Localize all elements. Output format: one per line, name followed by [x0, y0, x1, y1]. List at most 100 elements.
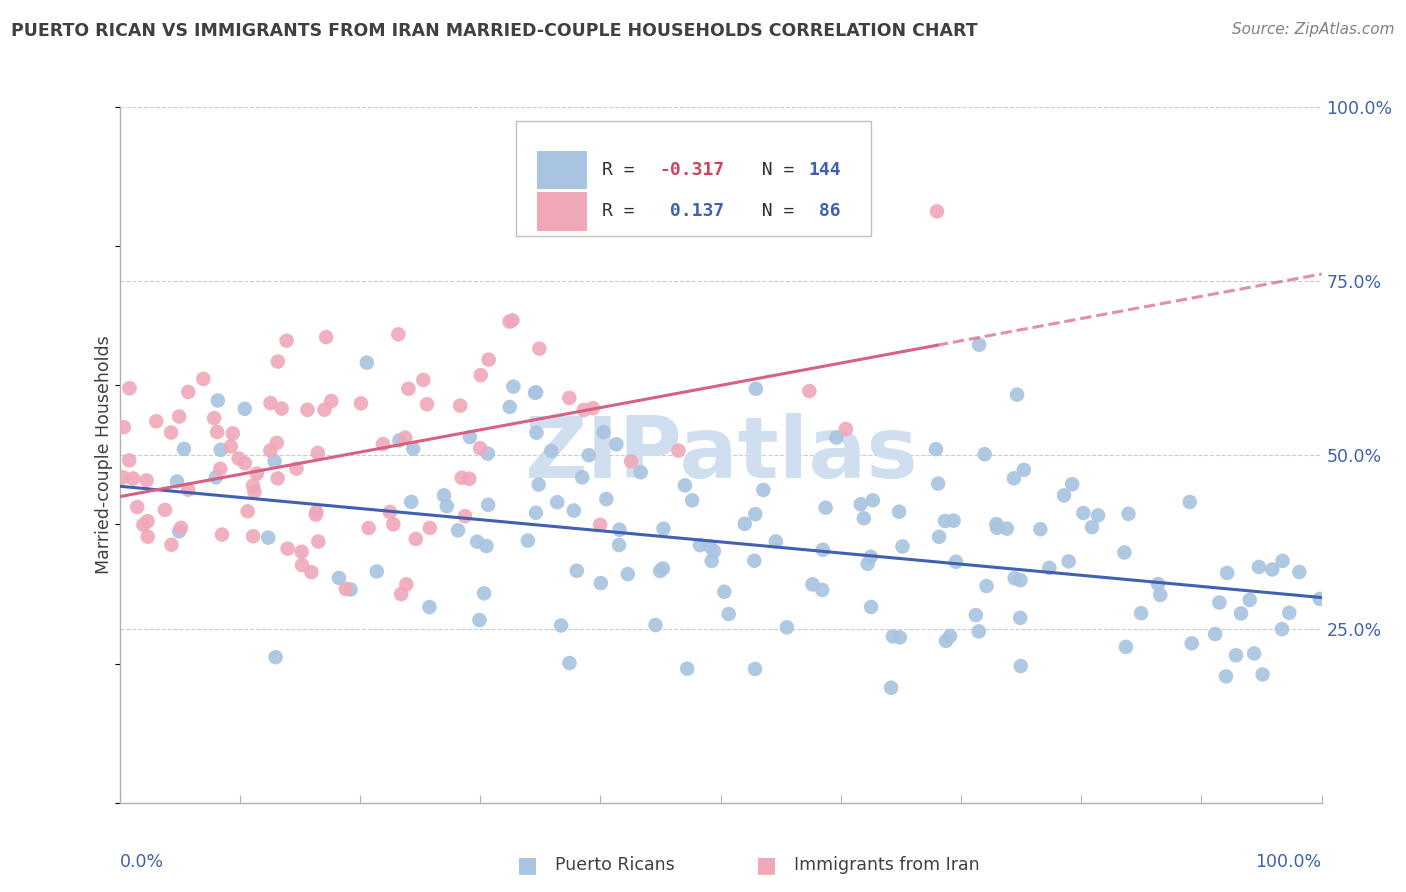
Point — [243, 484, 266, 499]
Point — [475, 539, 498, 553]
Point — [257, 531, 280, 545]
Point — [399, 495, 422, 509]
Point — [314, 402, 336, 417]
Point — [305, 508, 328, 522]
Point — [405, 532, 427, 546]
Point — [1230, 607, 1253, 621]
Point — [465, 534, 488, 549]
Point — [335, 582, 357, 596]
Point — [307, 446, 329, 460]
Point — [1271, 554, 1294, 568]
Text: 0.0%: 0.0% — [120, 853, 163, 871]
Point — [607, 538, 630, 552]
Point — [394, 431, 416, 445]
Point — [478, 352, 501, 367]
Y-axis label: Married-couple Households: Married-couple Households — [94, 335, 112, 574]
Point — [454, 509, 477, 524]
Point — [382, 517, 405, 532]
Text: 144: 144 — [808, 161, 841, 178]
Point — [976, 579, 998, 593]
Point — [558, 391, 581, 405]
Point — [882, 630, 904, 644]
Point — [259, 396, 281, 410]
Point — [1005, 387, 1028, 401]
Text: R =: R = — [602, 161, 645, 178]
Point — [776, 620, 799, 634]
Point — [986, 517, 1008, 532]
Point — [644, 618, 666, 632]
Point — [339, 582, 361, 597]
Point — [592, 425, 614, 439]
Point — [378, 505, 401, 519]
Point — [315, 330, 337, 344]
Point — [1278, 606, 1301, 620]
Point — [205, 470, 228, 484]
Point — [387, 327, 409, 342]
Point — [449, 399, 471, 413]
Point — [389, 587, 412, 601]
Point — [388, 434, 411, 448]
Point — [477, 447, 499, 461]
Point — [450, 471, 472, 485]
Point — [676, 662, 699, 676]
Point — [173, 442, 195, 456]
Point — [205, 425, 228, 439]
Point — [1062, 477, 1084, 491]
Point — [160, 538, 183, 552]
Point — [558, 656, 581, 670]
Point — [1004, 571, 1026, 585]
Point — [211, 527, 233, 541]
Point — [524, 385, 547, 400]
Point — [1115, 640, 1137, 654]
Text: Immigrants from Iran: Immigrants from Iran — [794, 856, 980, 874]
Point — [307, 534, 329, 549]
Point — [136, 530, 159, 544]
Point — [1309, 591, 1331, 606]
Point — [501, 313, 523, 327]
Point — [1114, 545, 1136, 559]
Point — [765, 534, 787, 549]
Point — [1029, 522, 1052, 536]
Point — [745, 382, 768, 396]
Point — [502, 379, 524, 393]
Point — [887, 505, 910, 519]
FancyBboxPatch shape — [516, 121, 870, 235]
Point — [652, 522, 675, 536]
Point — [1178, 495, 1201, 509]
Text: ■: ■ — [517, 855, 537, 875]
Point — [995, 522, 1018, 536]
Point — [111, 470, 134, 484]
Point — [402, 442, 425, 456]
Point — [499, 400, 522, 414]
Point — [934, 514, 956, 528]
Point — [859, 549, 882, 564]
Text: 86: 86 — [808, 202, 841, 220]
Point — [965, 608, 987, 623]
Point — [799, 384, 821, 398]
Point — [472, 586, 495, 600]
Point — [1239, 593, 1261, 607]
Point — [540, 444, 562, 458]
Point — [620, 454, 643, 468]
Point — [263, 454, 285, 468]
Point — [127, 500, 149, 514]
Point — [498, 314, 520, 328]
Point — [927, 476, 949, 491]
Point — [744, 662, 766, 676]
Point — [752, 483, 775, 497]
Point — [264, 650, 287, 665]
Point — [1208, 596, 1230, 610]
Point — [1057, 554, 1080, 568]
Point — [526, 425, 548, 440]
Text: 0.137: 0.137 — [659, 202, 724, 220]
Point — [270, 401, 292, 416]
Point — [1149, 588, 1171, 602]
Point — [1038, 561, 1060, 575]
Point — [595, 492, 617, 507]
Point — [562, 503, 585, 517]
Point — [412, 373, 434, 387]
Point — [276, 334, 298, 348]
Point — [1251, 667, 1274, 681]
Point — [852, 511, 875, 525]
Point — [582, 401, 605, 416]
